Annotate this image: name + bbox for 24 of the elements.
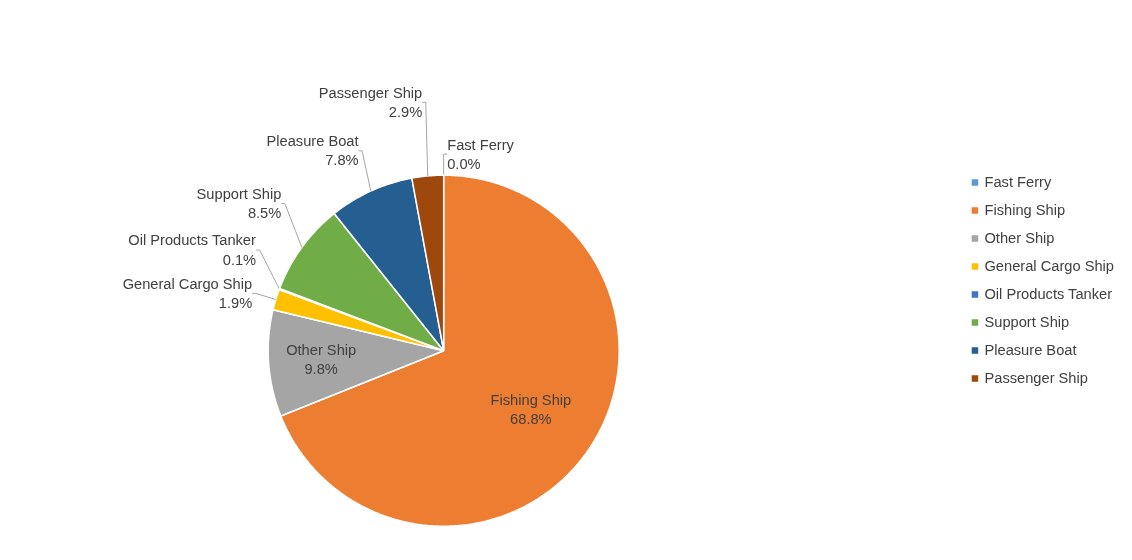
legend-label: Pleasure Boat: [984, 342, 1077, 358]
slice-label: Other Ship: [286, 341, 357, 358]
legend-label: Oil Products Tanker: [984, 286, 1113, 302]
data-label: 1.9%: [218, 294, 253, 311]
legend-label: Other Ship: [984, 230, 1055, 246]
data-label: 8.5%: [247, 204, 282, 221]
data-label: 0.1%: [222, 251, 257, 268]
text: 0.0%: [447, 155, 481, 172]
slice-label: Oil Products Tanker: [128, 232, 257, 249]
legend-label: General Cargo Ship: [984, 258, 1114, 274]
data-label: 68.8%: [510, 411, 552, 428]
slice-label: General Cargo Ship: [122, 275, 253, 292]
slice-label: Pleasure Boat: [266, 133, 359, 150]
category-label: Fast Ferry: [447, 136, 514, 153]
data-label: 7.8%: [325, 152, 359, 169]
data-label: 9.8%: [304, 361, 338, 378]
legend-label: Fishing Ship: [984, 202, 1066, 218]
slice-label: Fishing Ship: [490, 392, 572, 409]
legend-label: Passenger Ship: [984, 370, 1088, 386]
slice-label: Passenger Ship: [318, 84, 423, 101]
data-label: 2.9%: [388, 103, 423, 120]
slice-label: Support Ship: [196, 185, 282, 202]
legend-label: Fast Ferry: [984, 174, 1052, 190]
legend-label: Support Ship: [984, 314, 1070, 330]
